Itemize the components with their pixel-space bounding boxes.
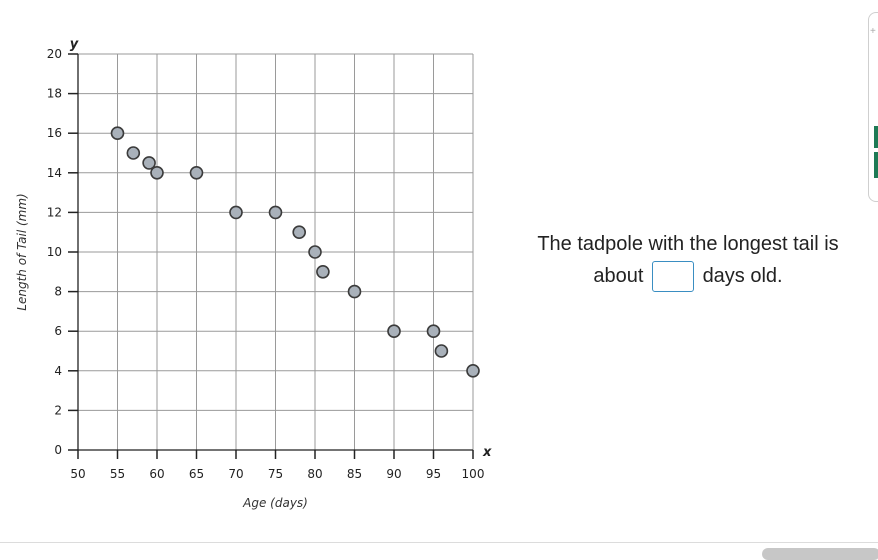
question-text: The tadpole with the longest tail is abo… [518, 228, 858, 293]
x-tick-label: 65 [189, 467, 204, 481]
x-tick-label: 95 [426, 467, 441, 481]
x-tick-label: 70 [228, 467, 243, 481]
data-point [110, 126, 125, 140]
data-point [142, 156, 156, 170]
data-point [308, 245, 322, 259]
y-tick-label: 16 [47, 126, 62, 140]
y-tick-label: 6 [54, 324, 62, 338]
scroll-handle[interactable] [762, 548, 878, 560]
y-axis-variable: y [70, 37, 79, 52]
data-points [110, 126, 480, 378]
x-axis-title: Age (days) [242, 496, 308, 510]
question-after-blank: days old. [702, 265, 783, 287]
data-point [316, 264, 330, 279]
x-tick-label: 90 [386, 467, 401, 481]
y-tick-label: 4 [54, 364, 62, 378]
x-axis-variable: x [482, 445, 492, 460]
side-panel[interactable] [868, 12, 878, 202]
y-tick-label: 14 [47, 166, 62, 180]
tick-labels: 0 2 4 6 8 10 12 14 16 18 20 50 55 60 65 70 75 80 85 90 95 100 [47, 47, 485, 481]
data-point [126, 146, 141, 160]
x-tick-label: 55 [110, 467, 125, 481]
y-tick-label: 18 [47, 87, 62, 101]
y-tick-label: 20 [47, 47, 62, 61]
data-point [268, 205, 283, 220]
data-point [426, 324, 441, 339]
y-axis-title: Length of Tail (mm) [15, 193, 29, 310]
y-tick-label: 8 [54, 285, 62, 299]
x-tick-label: 75 [268, 467, 283, 481]
data-point [189, 166, 204, 180]
x-tick-label: 85 [347, 467, 362, 481]
y-tick-label: 0 [54, 443, 62, 457]
question-before-blank: about [593, 265, 644, 287]
side-tab-marker[interactable] [874, 152, 878, 178]
axes [68, 53, 474, 459]
plus-icon: + [870, 26, 876, 37]
question-line-2: about days old. [518, 260, 858, 293]
side-tab-marker[interactable] [874, 126, 878, 148]
question-line-1: The tadpole with the longest tail is [537, 233, 839, 255]
x-tick-label: 100 [462, 467, 485, 481]
data-point [466, 363, 480, 378]
answer-input[interactable] [652, 261, 694, 293]
data-point [387, 324, 401, 339]
y-tick-label: 12 [47, 205, 62, 219]
divider [0, 542, 878, 543]
data-point [292, 225, 307, 239]
y-tick-label: 10 [47, 245, 62, 259]
grid [77, 53, 474, 451]
data-point [229, 205, 243, 220]
data-point [434, 344, 449, 358]
x-tick-label: 80 [307, 467, 322, 481]
data-point [347, 284, 362, 299]
x-tick-label: 60 [149, 467, 164, 481]
x-tick-label: 50 [70, 467, 85, 481]
y-tick-label: 2 [54, 403, 62, 417]
data-point [150, 166, 164, 180]
